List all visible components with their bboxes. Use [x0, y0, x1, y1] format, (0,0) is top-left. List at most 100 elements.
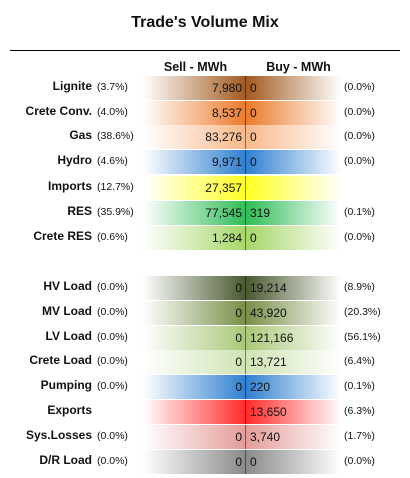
buy-value-cell: 0 — [246, 150, 341, 174]
center-divider — [245, 350, 246, 374]
table-row: LV Load (0.0%) 0 121,166 (56.1%) — [0, 326, 410, 350]
header-divider — [10, 50, 400, 51]
buy-percent: (8.9%) — [344, 281, 375, 293]
buy-percent: (6.4%) — [344, 355, 375, 367]
table-row: HV Load (0.0%) 0 19,214 (8.9%) — [0, 276, 410, 300]
sell-value-cell — [143, 400, 246, 424]
sell-percent: (0.0%) — [97, 331, 128, 343]
table-row: Imports (12.7%) 27,357 — [0, 176, 410, 200]
sell-percent: (3.7%) — [97, 81, 128, 93]
sell-percent: (0.0%) — [97, 380, 128, 392]
buy-value-cell: 0 — [246, 101, 341, 125]
buy-percent: (0.0%) — [344, 81, 375, 93]
sell-percent: (12.7%) — [97, 181, 134, 193]
center-divider — [245, 101, 246, 125]
row-label: Crete RES — [33, 229, 92, 243]
sell-percent: (35.9%) — [97, 206, 134, 218]
table-row: Crete Conv. (4.0%) 8,537 0 (0.0%) — [0, 101, 410, 125]
sell-value-cell: 77,545 — [143, 201, 246, 225]
buy-percent: (0.1%) — [344, 206, 375, 218]
row-label: RES — [67, 204, 92, 218]
row-label: Crete Conv. — [25, 104, 92, 118]
buy-percent: (0.0%) — [344, 106, 375, 118]
center-divider — [245, 326, 246, 350]
row-label: D/R Load — [39, 453, 92, 467]
sell-percent: (0.0%) — [97, 430, 128, 442]
sell-percent: (0.0%) — [97, 281, 128, 293]
row-label: LV Load — [45, 329, 92, 343]
row-label: Crete Load — [29, 353, 92, 367]
center-divider — [245, 125, 246, 149]
buy-percent: (0.0%) — [344, 455, 375, 467]
center-divider — [245, 176, 246, 200]
center-divider — [245, 375, 246, 399]
sell-column-header: Sell - MWh — [163, 60, 228, 74]
buy-percent: (1.7%) — [344, 430, 375, 442]
table-row: Exports 13,650 (6.3%) — [0, 400, 410, 424]
sell-percent: (0.6%) — [97, 231, 128, 243]
buy-value-cell: 319 — [246, 201, 341, 225]
table-row: MV Load (0.0%) 0 43,920 (20.3%) — [0, 301, 410, 325]
row-label: Exports — [47, 403, 92, 417]
center-divider — [245, 76, 246, 100]
buy-percent: (6.3%) — [344, 405, 375, 417]
sell-value-cell: 0 — [143, 425, 246, 449]
buy-value-cell: 3,740 — [246, 425, 341, 449]
buy-value-cell: 0 — [246, 450, 341, 474]
sell-value-cell: 0 — [143, 450, 246, 474]
buy-value-cell: 43,920 — [246, 301, 341, 325]
center-divider — [245, 226, 246, 250]
row-label: Hydro — [57, 153, 92, 167]
buy-value-cell: 13,650 — [246, 400, 341, 424]
sell-value-cell: 9,971 — [143, 150, 246, 174]
table-row: Pumping (0.0%) 0 220 (0.1%) — [0, 375, 410, 399]
buy-value-cell: 0 — [246, 226, 341, 250]
buy-percent: (20.3%) — [344, 306, 381, 318]
sell-value-cell: 7,980 — [143, 76, 246, 100]
table-row: Crete RES (0.6%) 1,284 0 (0.0%) — [0, 226, 410, 250]
sell-value-cell: 27,357 — [143, 176, 246, 200]
table-row: Lignite (3.7%) 7,980 0 (0.0%) — [0, 76, 410, 100]
sell-value-cell: 0 — [143, 375, 246, 399]
center-divider — [245, 276, 246, 300]
sell-percent: (0.0%) — [97, 306, 128, 318]
buy-percent: (0.0%) — [344, 155, 375, 167]
table-row: D/R Load (0.0%) 0 0 (0.0%) — [0, 450, 410, 474]
buy-value-cell: 121,166 — [246, 326, 341, 350]
sell-value-cell: 83,276 — [143, 125, 246, 149]
row-label: Gas — [69, 128, 92, 142]
buy-percent: (56.1%) — [344, 331, 381, 343]
sell-value-cell: 8,537 — [143, 101, 246, 125]
center-divider — [245, 425, 246, 449]
buy-column-header: Buy - MWh — [266, 60, 331, 74]
table-row: Hydro (4.6%) 9,971 0 (0.0%) — [0, 150, 410, 174]
row-label: Pumping — [40, 378, 92, 392]
sell-value-cell: 1,284 — [143, 226, 246, 250]
center-divider — [245, 150, 246, 174]
buy-value-cell: 13,721 — [246, 350, 341, 374]
buy-percent: (0.0%) — [344, 231, 375, 243]
center-divider — [245, 301, 246, 325]
sell-percent: (38.6%) — [97, 130, 134, 142]
buy-percent: (0.0%) — [344, 130, 375, 142]
center-divider — [245, 201, 246, 225]
table-row: RES (35.9%) 77,545 319 (0.1%) — [0, 201, 410, 225]
sell-value-cell: 0 — [143, 276, 246, 300]
sell-value-cell: 0 — [143, 350, 246, 374]
center-divider — [245, 400, 246, 424]
buy-percent: (0.1%) — [344, 380, 375, 392]
sell-percent: (0.0%) — [97, 455, 128, 467]
chart-title: Trade's Volume Mix — [131, 14, 279, 31]
row-label: Lignite — [52, 79, 92, 93]
row-label: Imports — [47, 179, 92, 193]
buy-value-cell: 0 — [246, 76, 341, 100]
sell-percent: (0.0%) — [97, 355, 128, 367]
row-label: HV Load — [43, 279, 92, 293]
row-label: MV Load — [42, 304, 92, 318]
sell-value-cell: 0 — [143, 301, 246, 325]
sell-percent: (4.6%) — [97, 155, 128, 167]
table-row: Sys.Losses (0.0%) 0 3,740 (1.7%) — [0, 425, 410, 449]
row-label: Sys.Losses — [25, 428, 92, 442]
buy-value-cell: 19,214 — [246, 276, 341, 300]
table-row: Gas (38.6%) 83,276 0 (0.0%) — [0, 125, 410, 149]
